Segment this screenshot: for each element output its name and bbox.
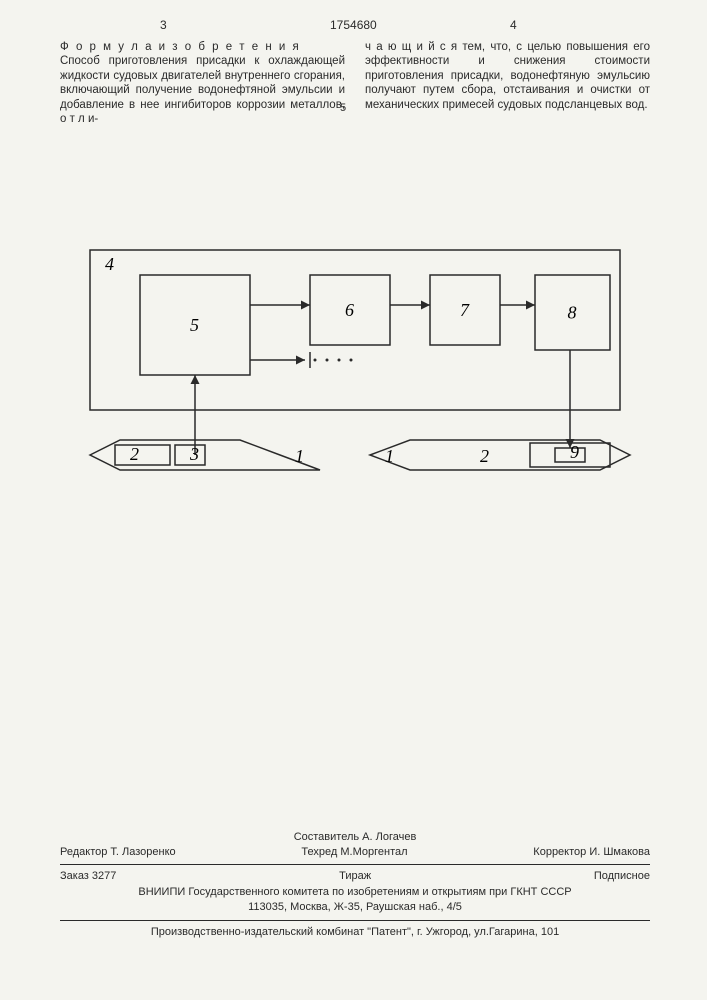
subscription-label: Подписное [594, 869, 650, 884]
order-label: Заказ [60, 870, 89, 882]
corrector-label: Корректор [533, 846, 586, 858]
block-diagram: 4 5 6 7 8 2 3 1 1 2 9 [60, 230, 650, 510]
svg-text:5: 5 [190, 315, 199, 335]
page-number-left: 3 [160, 18, 167, 32]
compiler-label: Составитель [294, 831, 359, 843]
claim-left-text: Способ приготовления присадки к охлаждаю… [60, 55, 345, 125]
editor-name: Т. Лазоренко [110, 846, 175, 858]
techred-name: М.Моргентал [340, 846, 407, 858]
svg-text:1: 1 [385, 446, 394, 466]
svg-text:2: 2 [480, 446, 489, 466]
svg-text:8: 8 [568, 303, 577, 323]
page-number-right: 4 [510, 18, 517, 32]
document-number: 1754680 [330, 18, 377, 32]
corrector-name: И. Шмакова [589, 846, 650, 858]
tirage-label: Тираж [339, 869, 371, 884]
svg-text:9: 9 [570, 442, 579, 462]
svg-text:1: 1 [295, 446, 304, 466]
claim-text: Ф о р м у л а и з о б р е т е н и я Спос… [60, 40, 650, 126]
svg-text:4: 4 [105, 254, 114, 274]
claim-right-column: ч а ю щ и й с я тем, что, с целью повыше… [365, 40, 650, 126]
formula-heading: Ф о р м у л а и з о б р е т е н и я [60, 41, 301, 53]
svg-text:7: 7 [460, 300, 470, 320]
svg-text:6: 6 [345, 300, 354, 320]
address-line: 113035, Москва, Ж-35, Раушская наб., 4/5 [60, 900, 650, 915]
svg-text:3: 3 [189, 444, 199, 464]
techred-label: Техред [301, 846, 337, 858]
margin-line-number: 5 [340, 102, 346, 114]
editor-label: Редактор [60, 846, 107, 858]
claim-left-column: Ф о р м у л а и з о б р е т е н и я Спос… [60, 40, 345, 126]
svg-text:2: 2 [130, 444, 139, 464]
claim-right-text: ч а ю щ и й с я тем, что, с целью повыше… [365, 41, 650, 111]
printer-line: Производственно-издательский комбинат "П… [60, 925, 650, 940]
footer-block: Составитель А. Логачев Редактор Т. Лазор… [60, 830, 650, 940]
compiler-name: А. Логачев [362, 831, 416, 843]
org-line: ВНИИПИ Государственного комитета по изоб… [60, 885, 650, 900]
order-number: 3277 [92, 870, 116, 882]
